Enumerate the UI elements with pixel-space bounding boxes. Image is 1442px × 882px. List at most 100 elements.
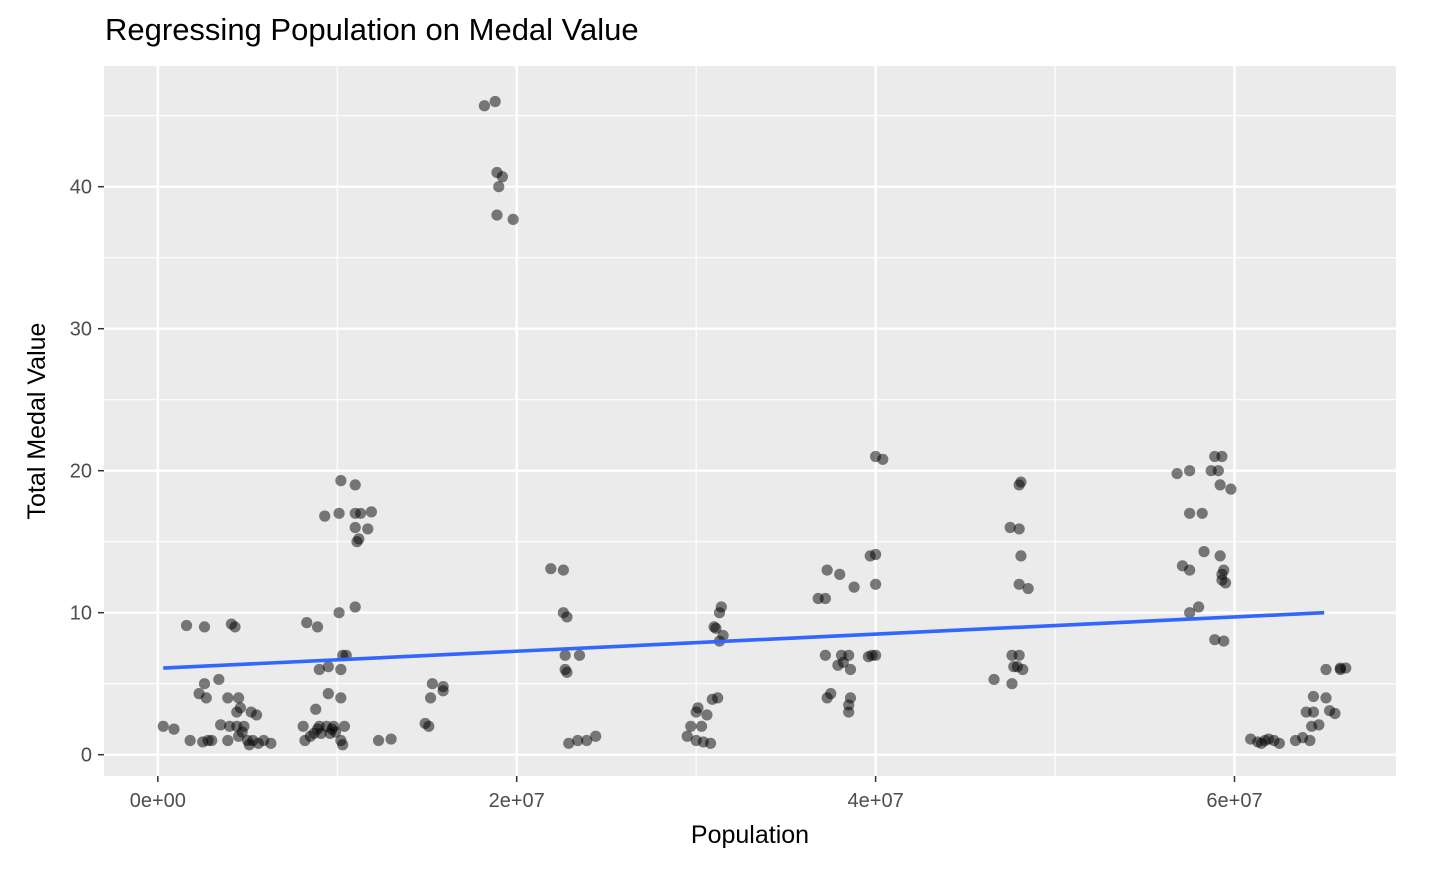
data-point: [319, 510, 331, 522]
data-point: [561, 666, 573, 678]
data-point: [1022, 582, 1034, 595]
data-point: [1225, 483, 1237, 495]
data-point: [1006, 678, 1018, 690]
data-point: [1313, 719, 1325, 731]
data-point: [1212, 465, 1224, 477]
x-tick-label: 0e+00: [130, 790, 186, 812]
data-point: [234, 702, 246, 714]
data-point: [1273, 737, 1285, 749]
data-point: [385, 733, 397, 745]
x-axis-title: Population: [691, 821, 809, 849]
data-point: [1320, 692, 1332, 704]
data-point: [496, 171, 508, 183]
data-point: [1013, 523, 1025, 535]
data-point: [335, 663, 347, 676]
data-point: [313, 663, 325, 676]
data-point: [349, 479, 361, 491]
data-point: [333, 507, 345, 519]
data-point: [478, 100, 491, 112]
data-point: [206, 734, 218, 747]
data-point: [834, 568, 846, 580]
data-point: [215, 719, 227, 731]
y-tick-label: 30: [70, 319, 92, 341]
data-point: [297, 720, 309, 732]
data-point: [184, 734, 196, 747]
data-point: [1219, 577, 1232, 589]
data-point: [213, 673, 225, 686]
data-point: [157, 720, 169, 732]
data-point: [1214, 550, 1226, 562]
data-point: [545, 563, 557, 575]
data-point: [870, 578, 882, 590]
data-point: [322, 688, 334, 700]
data-point: [338, 720, 351, 732]
data-point: [1013, 649, 1025, 661]
y-axis: 0 10 20 30 40: [70, 177, 104, 767]
regression-line-layer: [163, 610, 1325, 670]
data-point: [1209, 634, 1221, 646]
data-points: [157, 95, 1352, 751]
data-point: [1307, 706, 1320, 718]
data-point: [819, 592, 831, 605]
y-tick-label: 40: [70, 177, 92, 199]
data-point: [1184, 564, 1196, 576]
data-point: [222, 692, 234, 704]
data-point: [1184, 507, 1196, 519]
data-point: [877, 453, 889, 465]
data-point: [333, 607, 345, 619]
data-point: [1304, 734, 1316, 747]
data-point: [1017, 663, 1029, 676]
data-point: [1193, 601, 1205, 613]
data-point: [507, 213, 519, 225]
data-point: [717, 629, 729, 642]
data-point: [685, 720, 697, 732]
data-point: [335, 692, 347, 704]
data-point: [198, 621, 211, 633]
data-point: [590, 730, 602, 742]
x-axis: 0e+00 2e+07 4e+07 6e+07: [130, 776, 1263, 812]
data-point: [1218, 635, 1230, 647]
data-point: [572, 734, 584, 747]
data-point: [322, 661, 334, 673]
data-point: [489, 95, 501, 108]
data-point: [349, 521, 361, 534]
x-tick-label: 4e+07: [848, 790, 904, 812]
y-tick-label: 0: [81, 745, 92, 767]
data-point: [557, 564, 569, 576]
data-point: [870, 548, 882, 561]
data-point: [349, 601, 361, 613]
data-point: [180, 619, 193, 632]
data-point: [198, 678, 211, 690]
data-point: [329, 726, 342, 738]
data-point: [1184, 607, 1196, 619]
data-point: [265, 737, 277, 749]
data-point: [1329, 707, 1341, 720]
data-point: [1216, 450, 1228, 463]
data-point: [335, 475, 347, 487]
data-point: [692, 702, 704, 714]
y-tick-label: 10: [70, 603, 92, 625]
data-point: [848, 581, 860, 593]
data-point: [1214, 479, 1226, 491]
plot-panel: [104, 66, 1396, 776]
data-point: [843, 706, 855, 718]
data-point: [311, 621, 324, 633]
data-point: [1184, 465, 1196, 477]
data-point: [426, 678, 438, 690]
data-point: [238, 720, 250, 732]
data-point: [1015, 476, 1027, 488]
data-point: [1171, 467, 1183, 480]
data-point: [581, 734, 593, 747]
data-point: [1218, 564, 1230, 576]
regression-line: [163, 610, 1325, 670]
data-point: [310, 703, 322, 715]
data-point: [200, 692, 212, 704]
data-point: [819, 649, 831, 661]
data-point: [870, 649, 882, 661]
data-point: [365, 506, 377, 518]
data-point: [437, 680, 449, 693]
data-point: [229, 621, 241, 633]
data-point: [250, 709, 263, 721]
data-point: [362, 523, 374, 535]
data-point: [424, 692, 437, 704]
